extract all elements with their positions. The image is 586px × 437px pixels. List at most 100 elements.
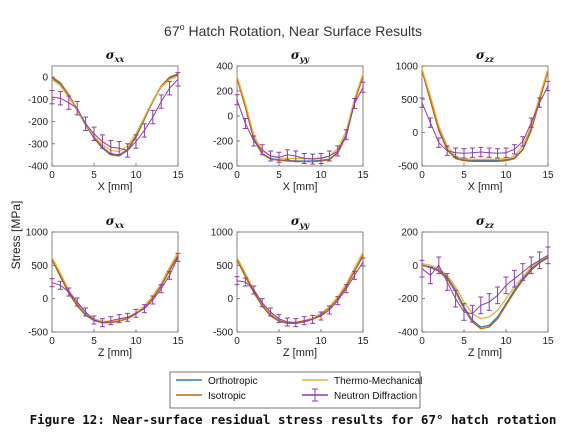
error-bar bbox=[335, 296, 341, 306]
error-bar bbox=[335, 145, 341, 157]
plot-frame bbox=[51, 65, 179, 167]
x-tick-label: 0 bbox=[49, 170, 55, 181]
x-tick-label: 5 bbox=[91, 336, 97, 347]
error-bar bbox=[537, 97, 543, 108]
y-tick-label: 200 bbox=[216, 87, 233, 98]
subplot-title: σyy bbox=[291, 214, 311, 230]
y-tick-label: 500 bbox=[401, 95, 418, 106]
y-tick-label: -400 bbox=[213, 162, 233, 173]
error-bar bbox=[116, 141, 122, 156]
error-bar bbox=[158, 284, 164, 294]
subplot-1: σxx 0 5 10 15 -400 -300 -200 -100 0 X [mm] bbox=[28, 48, 184, 193]
x-tick-label: 15 bbox=[542, 170, 554, 181]
error-bar bbox=[57, 91, 63, 106]
series-line-isotropic bbox=[51, 255, 179, 324]
error-bar bbox=[301, 153, 307, 164]
x-tick-label: 0 bbox=[234, 170, 240, 181]
error-bar bbox=[133, 308, 139, 318]
subplot-title-symbol: σ bbox=[291, 48, 300, 62]
error-bar bbox=[310, 314, 316, 324]
error-bar bbox=[352, 270, 358, 280]
error-bar bbox=[242, 118, 248, 129]
error-bar bbox=[167, 81, 173, 96]
legend-item-orthotropic: Orthotropic bbox=[176, 376, 257, 387]
x-tick-label: 10 bbox=[130, 336, 142, 347]
y-tick-label: 1000 bbox=[26, 228, 49, 239]
error-bar bbox=[158, 94, 164, 109]
y-tick-label: -400 bbox=[398, 328, 418, 339]
y-tick-label: -500 bbox=[213, 328, 233, 339]
error-bar bbox=[503, 276, 509, 295]
y-tick-label: 400 bbox=[216, 62, 233, 73]
y-tick-label: 500 bbox=[31, 261, 48, 272]
error-bar bbox=[175, 72, 181, 87]
plot-frame bbox=[51, 231, 179, 333]
x-tick-label: 10 bbox=[315, 170, 327, 181]
x-axis-label: Z [mm] bbox=[468, 347, 502, 359]
error-bar bbox=[326, 150, 332, 162]
series-line-neutron-diffraction bbox=[421, 254, 549, 315]
error-bar bbox=[427, 117, 433, 128]
error-bar bbox=[74, 101, 80, 116]
error-bar bbox=[133, 134, 139, 149]
error-bar bbox=[268, 307, 274, 317]
x-tick-label: 0 bbox=[419, 336, 425, 347]
error-bar bbox=[352, 98, 358, 109]
error-bar bbox=[276, 314, 282, 324]
error-bar bbox=[469, 147, 475, 158]
error-bar bbox=[234, 94, 240, 106]
plot-frame bbox=[421, 65, 549, 167]
error-bar bbox=[520, 263, 526, 281]
error-bar bbox=[99, 318, 105, 328]
y-tick-label: 0 bbox=[42, 294, 48, 305]
y-tick-label: -100 bbox=[28, 95, 48, 106]
error-bar bbox=[503, 147, 509, 158]
error-bar bbox=[150, 295, 156, 305]
error-bar bbox=[108, 316, 114, 326]
series-line-neutron-diffraction bbox=[51, 257, 179, 324]
error-bar bbox=[545, 246, 551, 265]
x-tick-label: 0 bbox=[49, 336, 55, 347]
x-axis-label: X [mm] bbox=[283, 181, 318, 193]
x-tick-label: 10 bbox=[130, 170, 142, 181]
y-tick-label: 0 bbox=[42, 73, 48, 84]
x-axis-label: Z [mm] bbox=[98, 347, 132, 359]
series-line-orthotropic bbox=[236, 74, 364, 162]
error-bar bbox=[343, 284, 349, 294]
y-tick-label: 200 bbox=[401, 228, 418, 239]
plot-frame bbox=[236, 231, 364, 333]
subplot-title-symbol: σ bbox=[106, 214, 115, 228]
error-bar bbox=[360, 257, 366, 267]
legend-box bbox=[169, 371, 421, 409]
error-bar bbox=[436, 256, 442, 275]
error-bar bbox=[461, 303, 467, 321]
error-bar bbox=[49, 89, 55, 105]
subplot-2: σyy 0 5 10 15 -400 -200 0 200 400 X [mm] bbox=[213, 48, 369, 193]
series-line-thermo-mechanical bbox=[51, 251, 179, 322]
x-tick-label: 15 bbox=[172, 170, 184, 181]
y-tick-label: 1000 bbox=[211, 228, 234, 239]
x-tick-label: 15 bbox=[542, 336, 554, 347]
error-bar bbox=[259, 298, 265, 308]
plot-frame bbox=[421, 231, 549, 333]
subplot-title-symbol: σ bbox=[291, 214, 300, 228]
error-bar bbox=[360, 81, 366, 93]
series-line-thermo-mechanical bbox=[236, 251, 364, 323]
error-bar bbox=[66, 95, 72, 110]
error-bar bbox=[284, 149, 290, 161]
series-line-isotropic bbox=[236, 75, 364, 163]
x-tick-label: 5 bbox=[276, 336, 282, 347]
subplot-title-symbol: σ bbox=[106, 48, 115, 62]
legend: Orthotropic Thermo-Mechanical Isotropic Neu… bbox=[169, 371, 422, 409]
y-tick-label: -200 bbox=[28, 117, 48, 128]
error-bar bbox=[343, 129, 349, 141]
error-bar bbox=[83, 116, 89, 131]
x-axis-label: X [mm] bbox=[468, 181, 503, 193]
subplot-6: σzz 0 5 10 15 -400 -200 0 200 Z [mm] bbox=[398, 214, 554, 359]
legend-item-thermo-mechanical: Thermo-Mechanical bbox=[302, 376, 422, 387]
error-bar bbox=[268, 150, 274, 162]
error-bar bbox=[125, 312, 131, 322]
